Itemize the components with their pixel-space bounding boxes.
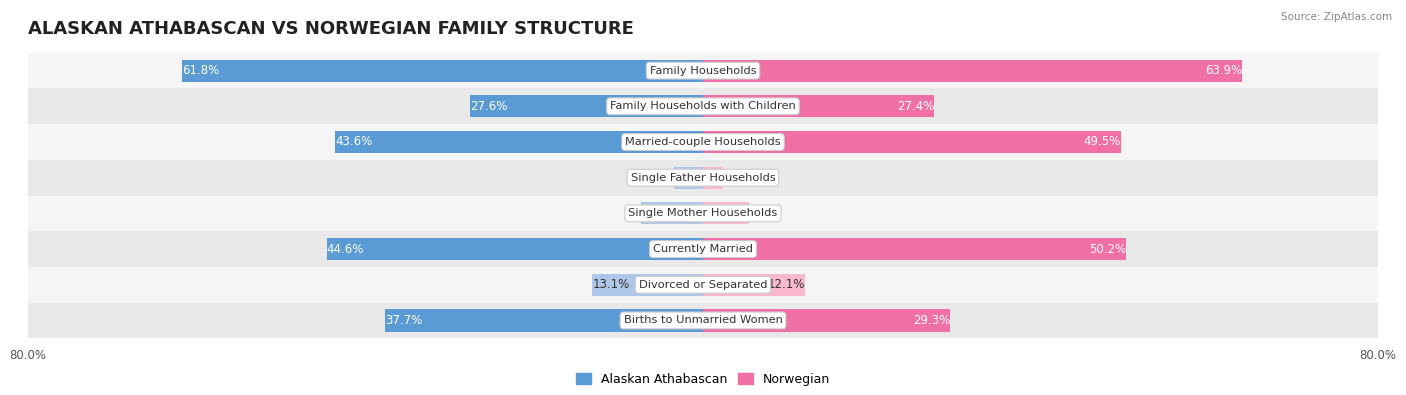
Text: Family Households with Children: Family Households with Children	[610, 101, 796, 111]
Text: ALASKAN ATHABASCAN VS NORWEGIAN FAMILY STRUCTURE: ALASKAN ATHABASCAN VS NORWEGIAN FAMILY S…	[28, 19, 634, 38]
Text: Family Households: Family Households	[650, 66, 756, 75]
Text: Currently Married: Currently Married	[652, 244, 754, 254]
Bar	[28, 196, 1378, 231]
Text: 63.9%: 63.9%	[1205, 64, 1241, 77]
Text: 12.1%: 12.1%	[768, 278, 806, 291]
Text: 29.3%: 29.3%	[912, 314, 950, 327]
Text: Births to Unmarried Women: Births to Unmarried Women	[624, 316, 782, 325]
Bar	[28, 267, 1378, 303]
Text: 13.1%: 13.1%	[592, 278, 630, 291]
Text: 27.6%: 27.6%	[470, 100, 508, 113]
Bar	[703, 131, 1121, 153]
Text: Single Father Households: Single Father Households	[631, 173, 775, 182]
Bar	[28, 160, 1378, 196]
Text: 3.4%: 3.4%	[675, 171, 704, 184]
Text: 27.4%: 27.4%	[897, 100, 934, 113]
Text: 5.5%: 5.5%	[720, 207, 749, 220]
Bar	[181, 60, 703, 82]
Text: 2.4%: 2.4%	[693, 171, 723, 184]
Legend: Alaskan Athabascan, Norwegian: Alaskan Athabascan, Norwegian	[571, 368, 835, 391]
Bar	[28, 303, 1378, 338]
Bar	[703, 238, 1126, 260]
Bar	[326, 238, 703, 260]
Bar	[592, 274, 703, 296]
Bar	[28, 231, 1378, 267]
Bar	[703, 95, 934, 117]
Text: 49.5%: 49.5%	[1084, 135, 1121, 149]
Bar	[28, 53, 1378, 88]
Bar	[641, 202, 703, 224]
Text: Married-couple Households: Married-couple Households	[626, 137, 780, 147]
Bar	[703, 167, 723, 189]
Bar	[675, 167, 703, 189]
Text: 7.3%: 7.3%	[641, 207, 671, 220]
Bar	[28, 124, 1378, 160]
Text: 50.2%: 50.2%	[1090, 243, 1126, 256]
Bar	[470, 95, 703, 117]
Text: 44.6%: 44.6%	[326, 243, 364, 256]
Bar	[703, 202, 749, 224]
Bar	[703, 309, 950, 331]
Text: Source: ZipAtlas.com: Source: ZipAtlas.com	[1281, 12, 1392, 22]
Text: 43.6%: 43.6%	[335, 135, 373, 149]
Bar	[335, 131, 703, 153]
Bar	[385, 309, 703, 331]
Bar	[703, 60, 1241, 82]
Bar	[28, 88, 1378, 124]
Text: 61.8%: 61.8%	[181, 64, 219, 77]
Text: Single Mother Households: Single Mother Households	[628, 209, 778, 218]
Text: 37.7%: 37.7%	[385, 314, 422, 327]
Bar	[703, 274, 806, 296]
Text: Divorced or Separated: Divorced or Separated	[638, 280, 768, 290]
